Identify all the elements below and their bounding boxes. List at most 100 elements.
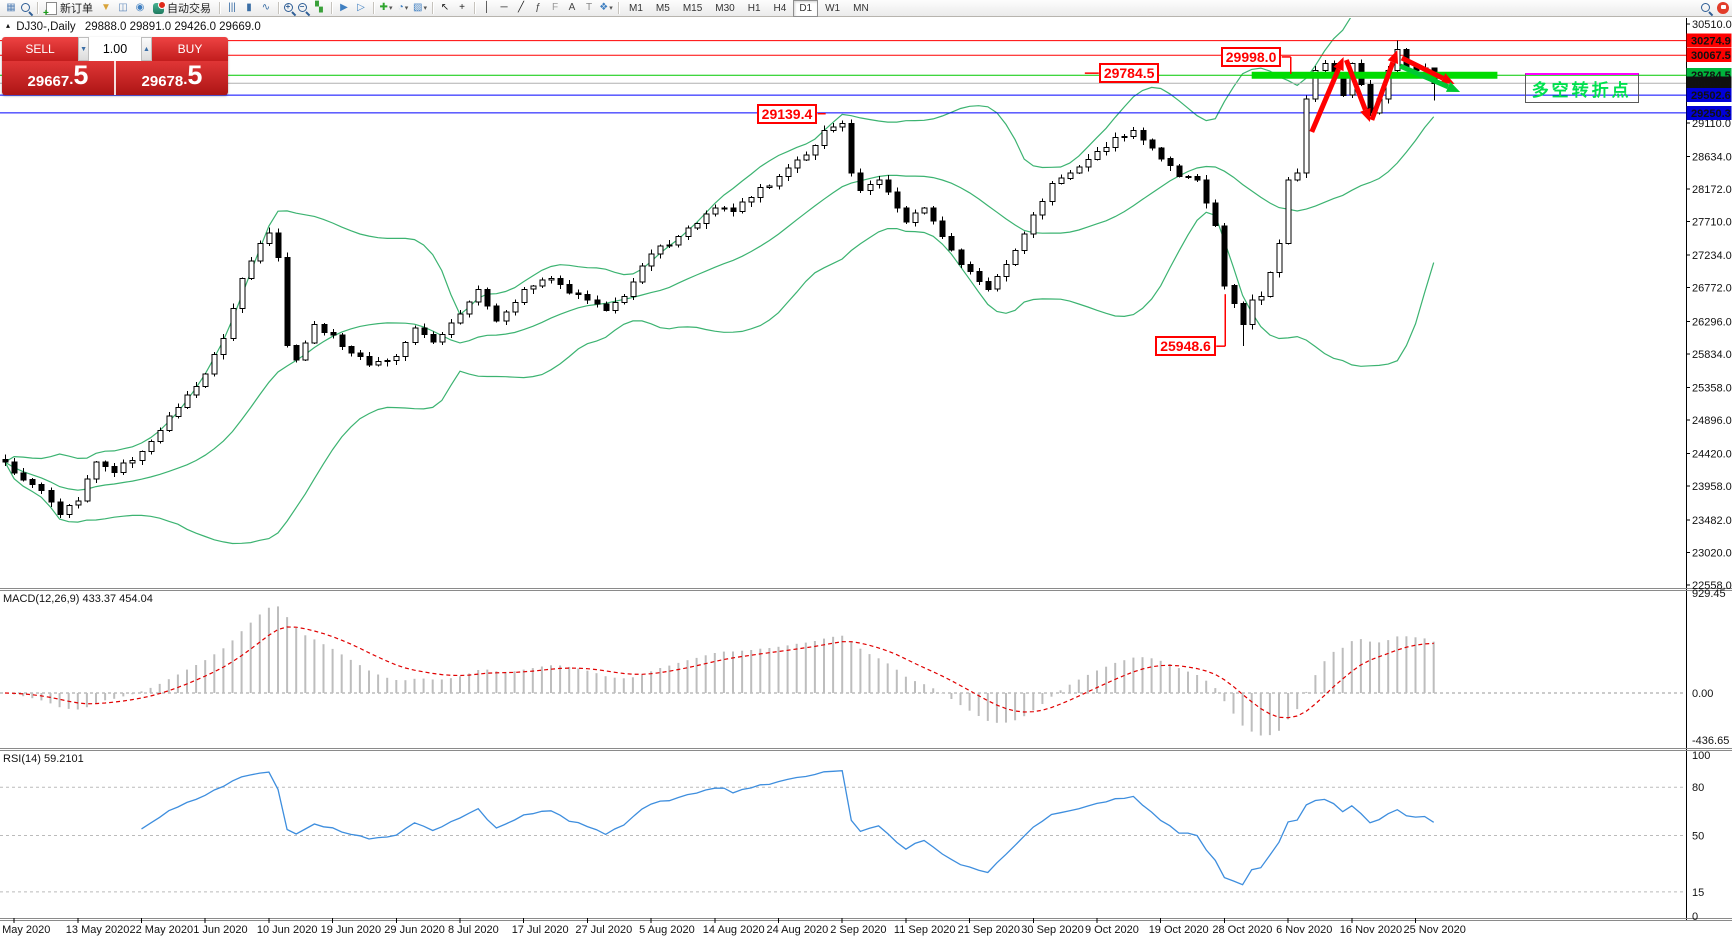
buy-button[interactable]: BUY bbox=[152, 37, 228, 61]
candle-body bbox=[1121, 136, 1128, 139]
price-callout[interactable]: 29784.5 bbox=[1098, 63, 1160, 84]
crosshair-icon[interactable]: + bbox=[459, 2, 465, 13]
candle-body bbox=[1112, 137, 1119, 148]
search-icon[interactable] bbox=[1700, 2, 1713, 15]
candle-body bbox=[1285, 179, 1292, 244]
candle-body bbox=[93, 461, 100, 480]
cursor-icon[interactable]: ↖ bbox=[440, 2, 450, 13]
periods-icon[interactable]: ◔▾ bbox=[397, 2, 409, 13]
funnel-icon[interactable]: ▼ bbox=[101, 2, 111, 13]
indicators-list-icon[interactable]: ✚▾ bbox=[379, 2, 393, 13]
toolbar-separator bbox=[432, 2, 433, 14]
candle-body bbox=[230, 308, 237, 340]
text-label-icon[interactable]: T bbox=[585, 2, 593, 13]
price-tick-label: 23958.0 bbox=[1692, 481, 1732, 493]
rsi-indicator-label: RSI(14) 59.2101 bbox=[3, 753, 84, 765]
candle-body bbox=[675, 235, 682, 246]
zoom-in-icon[interactable]: + bbox=[283, 2, 296, 15]
periods-icon-dropdown[interactable]: ▾ bbox=[404, 5, 409, 12]
timeframe-m15[interactable]: M15 bbox=[682, 2, 703, 14]
candle-body bbox=[1067, 172, 1074, 179]
fibo-expansion-icon[interactable]: F bbox=[551, 2, 559, 13]
trend-arrow[interactable] bbox=[1369, 61, 1396, 121]
candle-body bbox=[958, 249, 965, 266]
new-chart-icon[interactable]: ▦ bbox=[6, 2, 16, 13]
volume-input[interactable] bbox=[89, 37, 141, 61]
candle-body bbox=[785, 167, 792, 177]
auto-trading-icon bbox=[153, 0, 166, 14]
vertical-line-icon[interactable]: │ bbox=[483, 2, 491, 13]
candle-body bbox=[1212, 202, 1219, 227]
indicators-list-icon-dropdown[interactable]: ▾ bbox=[388, 5, 393, 12]
rsi-axis-label: 100 bbox=[1692, 750, 1710, 762]
candle-body bbox=[739, 201, 746, 213]
trend-arrow[interactable] bbox=[1399, 63, 1450, 90]
bar-chart-icon[interactable]: ||| bbox=[228, 2, 236, 13]
trend-arrow-head bbox=[1445, 81, 1461, 92]
candle-body bbox=[876, 179, 883, 185]
candle-body bbox=[548, 278, 555, 281]
timeframe-m1[interactable]: M1 bbox=[629, 2, 643, 14]
timeframe-mn[interactable]: MN bbox=[853, 2, 869, 14]
trend-arrow[interactable] bbox=[1400, 55, 1445, 81]
buy-price[interactable]: 296785 bbox=[114, 61, 228, 95]
timeframe-h1[interactable]: H1 bbox=[747, 2, 761, 14]
price-callout[interactable]: 29998.0 bbox=[1220, 46, 1282, 67]
horizontal-line-icon[interactable]: ─ bbox=[500, 2, 508, 13]
auto-scroll-icon[interactable]: ▶ bbox=[340, 2, 348, 13]
candle-body bbox=[457, 313, 464, 324]
candle-body bbox=[603, 303, 610, 311]
templates-icon[interactable]: ▧▾ bbox=[413, 2, 427, 13]
trend-arrow[interactable] bbox=[1309, 68, 1341, 133]
trendline-icon[interactable]: ╱ bbox=[517, 2, 525, 13]
fibonacci-icon[interactable]: ƒ bbox=[535, 2, 541, 13]
price-callout[interactable]: 25948.6 bbox=[1155, 336, 1216, 357]
candle-body bbox=[1130, 130, 1137, 137]
trend-arrow[interactable] bbox=[1344, 59, 1368, 111]
candle-body bbox=[648, 253, 655, 267]
annotation-note[interactable]: 多空转折点 bbox=[1524, 73, 1639, 104]
candle-body bbox=[748, 197, 755, 203]
candle-body bbox=[220, 338, 227, 355]
candle-body bbox=[57, 501, 64, 515]
chart-shift-icon[interactable]: ▷ bbox=[357, 2, 365, 13]
volume-decrease-button[interactable]: ▼ bbox=[78, 37, 90, 61]
candle-body bbox=[730, 207, 737, 213]
text-icon[interactable]: A bbox=[568, 2, 576, 13]
signals-icon[interactable]: ◉ bbox=[135, 2, 145, 13]
date-axis-label: 14 Aug 2020 bbox=[703, 924, 765, 936]
price-callout[interactable]: 29139.4 bbox=[756, 103, 818, 124]
notifications-icon[interactable] bbox=[1717, 2, 1729, 14]
sell-button[interactable]: SELL bbox=[2, 37, 78, 61]
timeframe-d1[interactable]: D1 bbox=[793, 0, 819, 17]
date-axis-label: 10 Jun 2020 bbox=[257, 924, 318, 936]
timeframe-m30[interactable]: M30 bbox=[715, 2, 735, 14]
zoom-out-icon[interactable]: − bbox=[297, 2, 310, 15]
candle-body bbox=[75, 500, 82, 506]
candle-body bbox=[967, 264, 974, 273]
candle-body bbox=[393, 355, 400, 361]
volume-increase-button[interactable]: ▲ bbox=[140, 37, 152, 61]
candle-body bbox=[1221, 225, 1228, 287]
templates-icon-dropdown[interactable]: ▾ bbox=[423, 5, 427, 12]
candle-body bbox=[776, 175, 783, 187]
timeframe-m5[interactable]: M5 bbox=[655, 2, 670, 14]
candlestick-chart-icon[interactable]: ▮ bbox=[246, 2, 252, 13]
candle-body bbox=[594, 299, 601, 305]
arrows-icon-dropdown[interactable]: ▾ bbox=[609, 5, 613, 12]
market-watch-icon[interactable] bbox=[20, 2, 33, 15]
arrows-icon[interactable]: ❖▾ bbox=[599, 2, 613, 13]
line-chart-icon[interactable]: ∿ bbox=[261, 2, 271, 13]
sell-price[interactable]: 296675 bbox=[2, 61, 114, 95]
price-badge-label: 30067.5 bbox=[1691, 50, 1731, 62]
date-axis-label: 25 Nov 2020 bbox=[1404, 924, 1466, 936]
date-axis-label: 27 Jul 2020 bbox=[575, 924, 632, 936]
terminal-window-icon[interactable]: ◫ bbox=[118, 2, 128, 13]
candle-body bbox=[484, 288, 491, 307]
new-order-button[interactable]: 新订单 bbox=[42, 1, 97, 19]
tile-windows-icon[interactable]: ▚ bbox=[315, 2, 323, 13]
timeframe-h4[interactable]: H4 bbox=[773, 2, 787, 14]
auto-trading-button[interactable]: 自动交易 bbox=[149, 0, 215, 16]
timeframe-w1[interactable]: W1 bbox=[825, 2, 841, 14]
